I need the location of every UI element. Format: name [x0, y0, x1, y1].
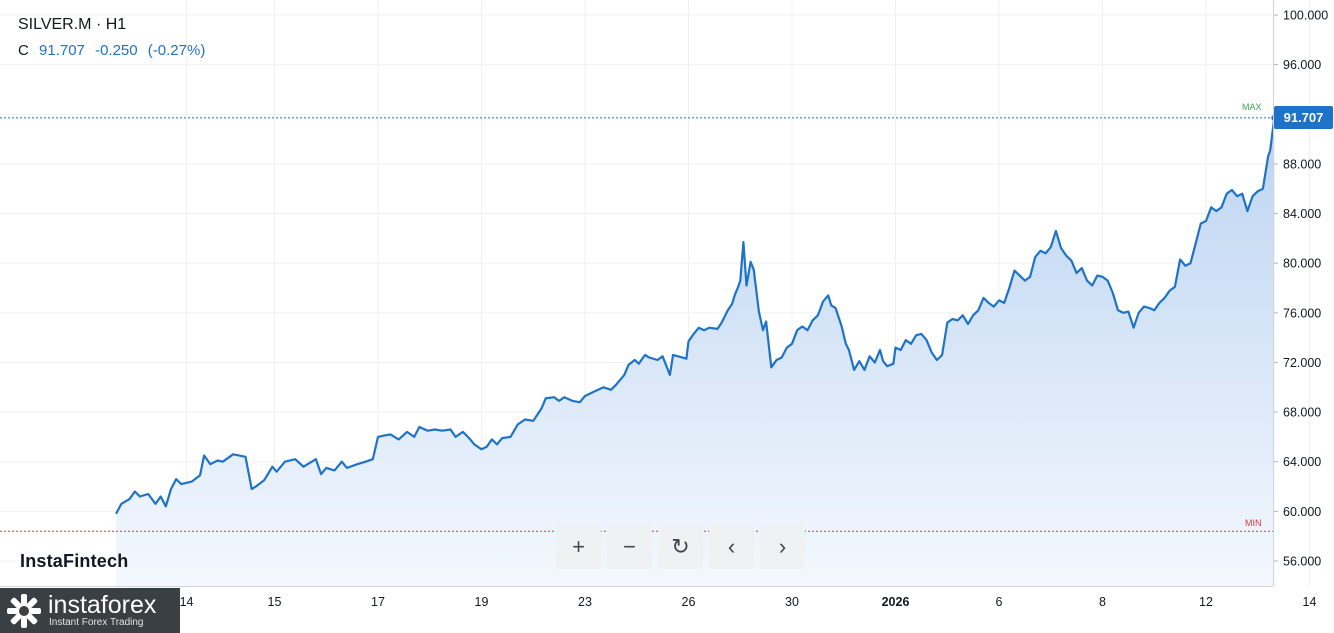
x-tick-label: 14: [180, 595, 194, 609]
close-value: 91.707: [39, 42, 85, 59]
change-percent: (-0.27%): [147, 42, 206, 59]
chart-legend: SILVER.M · H1 C 91.707 -0.250 (-0.27%): [18, 16, 211, 59]
zoom-out-button[interactable]: −: [607, 525, 652, 569]
x-tick-label: 12: [1199, 595, 1213, 609]
y-tick-label: 80.000: [1283, 257, 1321, 271]
y-tick-label: 76.000: [1283, 306, 1321, 320]
x-tick-label: 15: [268, 595, 282, 609]
chart-toolbar: + − ↻ ‹ ›: [556, 525, 805, 569]
symbol-title: SILVER.M · H1: [18, 16, 127, 33]
axes: 56.000 60.000 64.000 68.000 72.000 76.000 80.0…: [0, 0, 1328, 609]
min-label: MIN: [1245, 518, 1262, 528]
zoom-in-button[interactable]: +: [556, 525, 601, 569]
y-tick-label: 64.000: [1283, 455, 1321, 469]
logo-mark-icon: [7, 593, 41, 628]
x-tick-label: 17: [371, 595, 385, 609]
price-area: [116, 117, 1275, 587]
scroll-left-button[interactable]: ‹: [709, 525, 754, 569]
logo-name: instaforex: [48, 591, 157, 619]
logo-tagline: Instant Forex Trading: [49, 617, 144, 628]
y-tick-label: 56.000: [1283, 555, 1321, 569]
x-tick-label: 8: [1099, 595, 1106, 609]
plus-icon: +: [572, 534, 585, 559]
scroll-right-button[interactable]: ›: [760, 525, 805, 569]
brand-watermark: InstaFintech: [20, 551, 129, 571]
chevron-left-icon: ‹: [727, 534, 736, 559]
chevron-right-icon: ›: [778, 534, 787, 559]
y-tick-label: 68.000: [1283, 406, 1321, 420]
close-label: C: [18, 42, 29, 59]
reset-icon: ↻: [671, 534, 690, 559]
x-tick-label: 26: [682, 595, 696, 609]
minus-icon: −: [623, 534, 636, 559]
reset-button[interactable]: ↻: [658, 525, 703, 569]
y-tick-label: 88.000: [1283, 157, 1321, 171]
x-tick-label: 30: [785, 595, 799, 609]
y-tick-label: 60.000: [1283, 505, 1321, 519]
y-tick-label: 100.000: [1283, 9, 1328, 23]
x-tick-label: 2026: [882, 595, 910, 609]
y-tick-label: 72.000: [1283, 356, 1321, 370]
max-label: MAX: [1242, 102, 1262, 112]
instaforex-logo[interactable]: instaforex Instant Forex Trading: [0, 588, 180, 633]
y-tick-label: 96.000: [1283, 58, 1321, 72]
x-tick-label: 6: [996, 595, 1003, 609]
x-tick-label: 19: [475, 595, 489, 609]
x-tick-label: 23: [578, 595, 592, 609]
x-tick-label: 14: [1303, 595, 1317, 609]
price-line: [115, 117, 1276, 515]
change-value: -0.250: [95, 42, 138, 59]
ohlc-row: C 91.707 -0.250 (-0.27%): [18, 42, 211, 59]
y-tick-label: 84.000: [1283, 207, 1321, 221]
last-price-badge: 91.707: [1274, 106, 1333, 129]
